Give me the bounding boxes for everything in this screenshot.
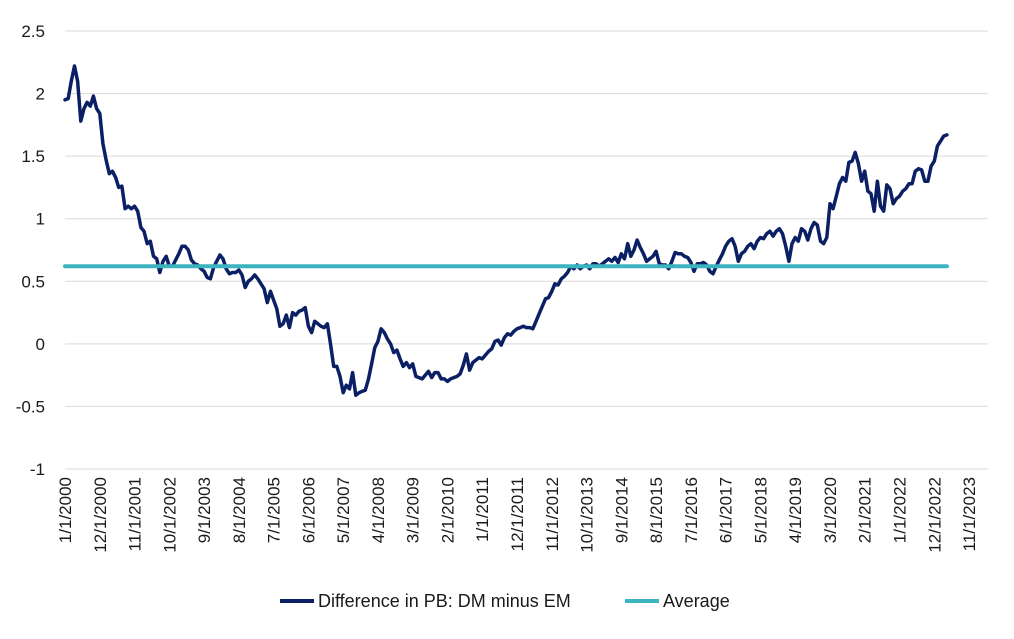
x-tick-label: 10/1/2013 [578,477,597,553]
x-tick-label: 3/1/2020 [821,477,840,543]
x-tick-label: 7/1/2005 [265,477,284,543]
x-tick-label: 12/1/2011 [508,477,527,551]
series-line-pb-difference [63,64,949,397]
x-tick-label: 9/1/2014 [612,477,631,543]
x-tick-label: 10/1/2002 [160,477,179,553]
x-tick-label: 1/1/2011 [473,477,492,542]
y-tick-label: 2.5 [21,22,45,41]
x-tick-label: 7/1/2016 [682,477,701,543]
y-axis-tick-labels: -1 -0.5 0 0.5 1 1.5 2 2.5 [16,22,45,479]
x-tick-label: 4/1/2019 [786,477,805,543]
y-tick-label: 2 [36,85,45,104]
x-tick-label: 5/1/2007 [334,477,353,543]
x-tick-label: 12/1/2000 [91,477,110,553]
x-tick-label: 11/1/2023 [960,477,979,551]
gridlines [65,30,988,470]
legend-label-pb-difference: Difference in PB: DM minus EM [318,591,571,611]
legend-label-average: Average [663,591,730,611]
x-tick-label: 4/1/2008 [369,477,388,543]
x-tick-label: 3/1/2009 [404,477,423,543]
legend: Difference in PB: DM minus EM Average [280,591,730,611]
x-tick-label: 8/1/2004 [230,477,249,543]
x-tick-label: 1/1/2000 [56,477,75,543]
series-lines [63,64,949,397]
y-tick-label: -1 [30,460,45,479]
x-tick-label: 6/1/2017 [717,477,736,543]
x-axis-tick-labels: 1/1/2000 12/1/2000 11/1/2001 10/1/2002 9/1/2… [56,477,979,553]
y-tick-label: 1.5 [21,147,45,166]
x-tick-label: 2/1/2021 [856,477,875,543]
x-tick-label: 2/1/2010 [438,477,457,543]
x-tick-label: 12/1/2022 [925,477,944,553]
x-tick-label: 6/1/2006 [299,477,318,543]
y-tick-label: -0.5 [16,397,45,416]
x-tick-label: 8/1/2015 [647,477,666,543]
x-tick-label: 11/1/2012 [543,477,562,551]
y-tick-label: 1 [36,210,45,229]
x-tick-label: 5/1/2018 [751,477,770,543]
y-tick-label: 0.5 [21,272,45,291]
y-tick-label: 0 [36,335,45,354]
x-tick-label: 1/1/2022 [890,477,909,543]
x-tick-label: 9/1/2003 [195,477,214,543]
x-tick-label: 11/1/2001 [126,477,145,551]
